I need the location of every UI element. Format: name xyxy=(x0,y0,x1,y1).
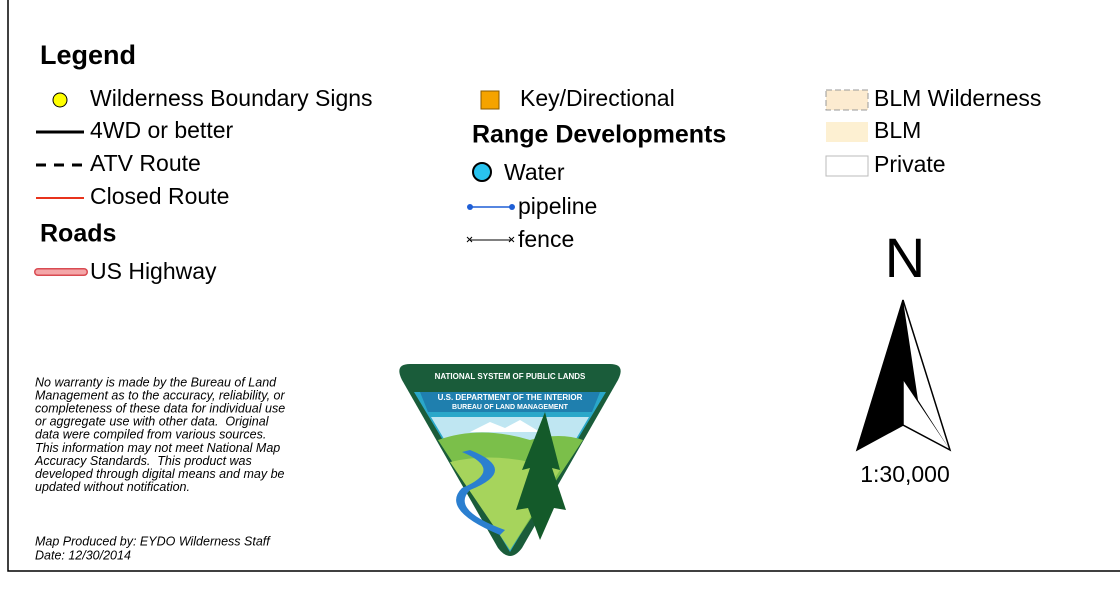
scale: 1:30,000 xyxy=(860,461,950,487)
legend-item: Wilderness Boundary Signs xyxy=(90,85,373,111)
blm-swatch xyxy=(826,122,868,142)
legend-item: Water xyxy=(504,159,565,185)
legend-title: Legend xyxy=(40,40,136,70)
legend-item: US Highway xyxy=(90,258,217,284)
disclaimer-line: data were compiled from various sources. xyxy=(35,428,266,442)
pipeline-node xyxy=(467,204,473,210)
water-symbol xyxy=(473,163,491,181)
disclaimer: No warranty is made by the Bureau of Lan… xyxy=(34,375,285,494)
section-heading: Range Developments xyxy=(472,121,726,149)
disclaimer-line: No warranty is made by the Bureau of Lan… xyxy=(35,375,277,389)
legend-item: 4WD or better xyxy=(90,117,233,143)
wilderness-swatch xyxy=(826,90,868,110)
sign-symbol xyxy=(53,93,67,107)
credit: Date: 12/30/2014 xyxy=(35,548,131,562)
legend-item: Closed Route xyxy=(90,183,229,209)
section-heading: Roads xyxy=(40,220,116,248)
disclaimer-line: updated without notification. xyxy=(35,480,190,494)
logo-line: U.S. DEPARTMENT OF THE INTERIOR xyxy=(438,393,583,402)
disclaimer-line: completeness of these data for individua… xyxy=(35,401,285,415)
private-swatch xyxy=(826,156,868,176)
legend-item: BLM Wilderness xyxy=(874,85,1041,111)
legend-item: ATV Route xyxy=(90,150,201,176)
legend-item: Private xyxy=(874,151,946,177)
map-legend: Legend Wilderness Boundary Signs 4WD or … xyxy=(0,0,1120,589)
blm-logo: NATIONAL SYSTEM OF PUBLIC LANDS U.S. DEP… xyxy=(399,364,620,556)
north-arrow-left xyxy=(857,300,903,450)
disclaimer-line: or aggregate use with other data. Origin… xyxy=(35,415,270,429)
logo-banner: NATIONAL SYSTEM OF PUBLIC LANDS xyxy=(435,372,586,381)
disclaimer-line: Accuracy Standards. This product was xyxy=(34,454,252,468)
disclaimer-line: developed through digital means and may … xyxy=(35,467,285,481)
key-symbol xyxy=(481,91,499,109)
logo-line: BUREAU OF LAND MANAGEMENT xyxy=(452,404,569,411)
credit: Map Produced by: EYDO Wilderness Staff xyxy=(35,534,271,548)
pipeline-node xyxy=(509,204,515,210)
disclaimer-line: Management as to the accuracy, reliabili… xyxy=(35,388,285,402)
legend-item: BLM xyxy=(874,117,921,143)
north-label: N xyxy=(885,226,925,289)
legend-item: pipeline xyxy=(518,193,597,219)
legend-item: Key/Directional xyxy=(520,85,675,111)
disclaimer-line: This information may not meet National M… xyxy=(35,441,280,455)
legend-item: fence xyxy=(518,226,574,252)
